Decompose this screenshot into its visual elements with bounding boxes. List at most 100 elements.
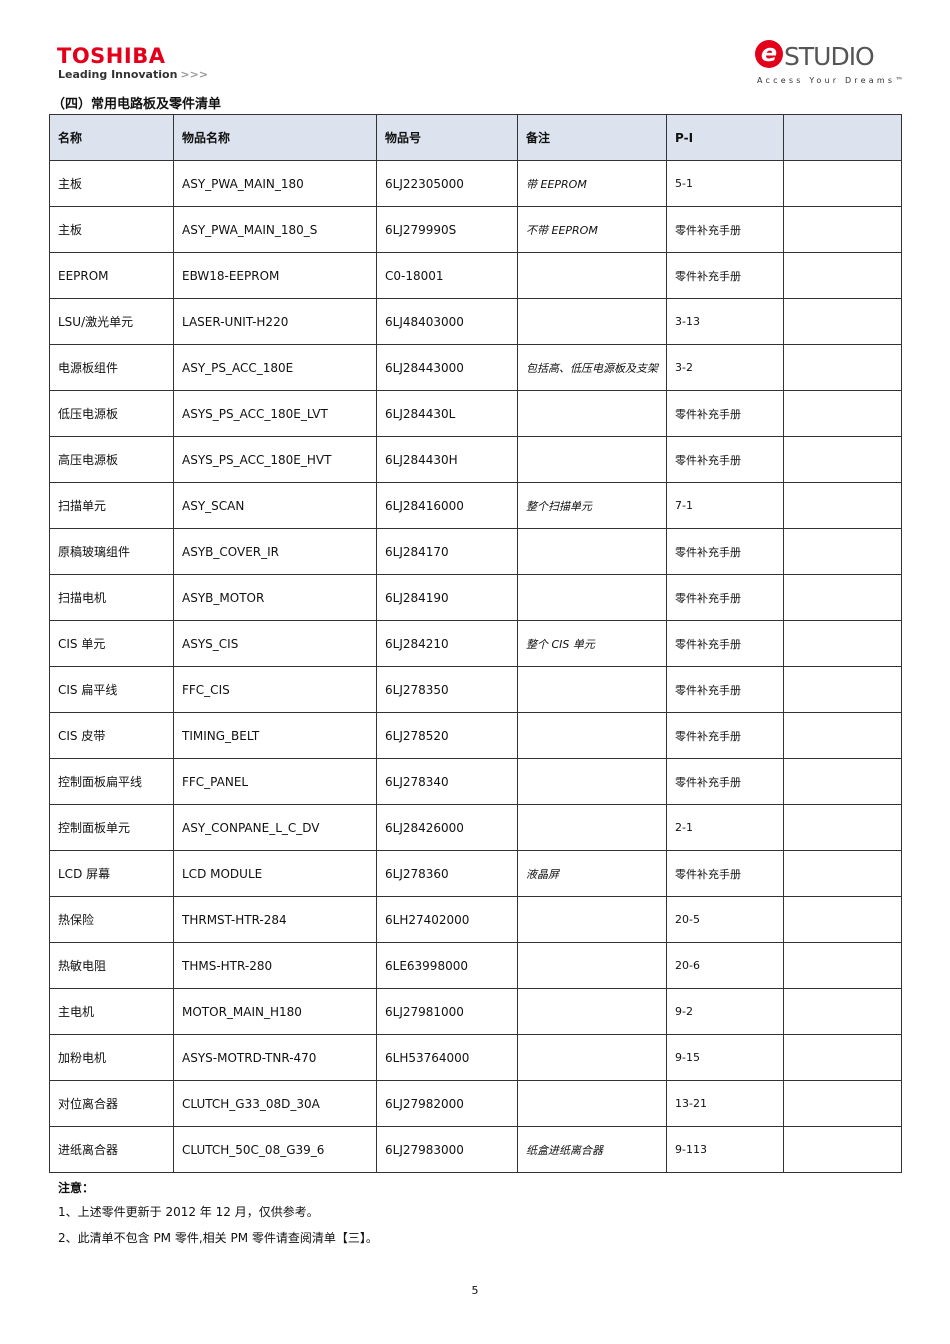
cell: 主电机 xyxy=(49,988,174,1035)
cell: 6LH53764000 xyxy=(376,1034,518,1081)
cell: 6LJ284190 xyxy=(376,574,518,621)
cell: 9-2 xyxy=(666,988,784,1035)
cell: 对位离合器 xyxy=(49,1080,174,1127)
cell: 9-113 xyxy=(666,1126,784,1173)
header-cell: 名称 xyxy=(49,114,174,161)
header-row: 名称 物品名称 物品号 备注 P-I xyxy=(49,114,902,161)
cell: 13-21 xyxy=(666,1080,784,1127)
cell xyxy=(783,850,902,897)
cell: 6LJ28416000 xyxy=(376,482,518,529)
cell: 液晶屏 xyxy=(517,850,667,897)
cell: 6LJ28426000 xyxy=(376,804,518,851)
cell: 扫描单元 xyxy=(49,482,174,529)
cell xyxy=(783,804,902,851)
cell xyxy=(783,942,902,989)
cell: 零件补充手册 xyxy=(666,574,784,621)
cell xyxy=(783,1080,902,1127)
table-row: 扫描单元 ASY_SCAN 6LJ28416000 整个扫描单元 7-1 xyxy=(49,482,902,529)
cell: 6LJ278340 xyxy=(376,758,518,805)
table-row: 主板 ASY_PWA_MAIN_180_S 6LJ279990S 不带 EEPROM 零… xyxy=(49,206,902,253)
cell: ASYS_PS_ACC_180E_LVT xyxy=(173,390,377,437)
brand: STUDIO xyxy=(784,42,875,71)
tagline-text: Leading Innovation xyxy=(58,68,178,81)
cell: 9-15 xyxy=(666,1034,784,1081)
cell: 零件补充手册 xyxy=(666,666,784,713)
header-cell: 物品号 xyxy=(376,114,518,161)
cell: 20-6 xyxy=(666,942,784,989)
cell: 6LE63998000 xyxy=(376,942,518,989)
cell: CLUTCH_50C_08_G39_6 xyxy=(173,1126,377,1173)
cell: THRMST-HTR-284 xyxy=(173,896,377,943)
cell xyxy=(783,436,902,483)
header-cell xyxy=(783,114,902,161)
cell: EBW18-EEPROM xyxy=(173,252,377,299)
table-row: CIS 皮带 TIMING_BELT 6LJ278520 零件补充手册 xyxy=(49,712,902,759)
cell xyxy=(517,528,667,575)
table-row: 控制面板扁平线 FFC_PANEL 6LJ278340 零件补充手册 xyxy=(49,758,902,805)
cell: ASY_PWA_MAIN_180 xyxy=(173,160,377,207)
cell: 6LJ278350 xyxy=(376,666,518,713)
cell xyxy=(517,390,667,437)
cell xyxy=(517,574,667,621)
cell: 零件补充手册 xyxy=(666,620,784,667)
cell: 主板 xyxy=(49,206,174,253)
table-row: EEPROM EBW18-EEPROM C0-18001 零件补充手册 xyxy=(49,252,902,299)
cell xyxy=(783,528,902,575)
cell: 电源板组件 xyxy=(49,344,174,391)
cell: 包括高、低压电源板及支架 xyxy=(517,344,667,391)
cell: 纸盒进纸离合器 xyxy=(517,1126,667,1173)
cell: TIMING_BELT xyxy=(173,712,377,759)
page-number: 5 xyxy=(471,1284,479,1297)
cell xyxy=(783,344,902,391)
cell: 低压电源板 xyxy=(49,390,174,437)
header-cell: 备注 xyxy=(517,114,667,161)
cell: FFC_PANEL xyxy=(173,758,377,805)
cell xyxy=(517,712,667,759)
cell xyxy=(517,1034,667,1081)
cell: 控制面板扁平线 xyxy=(49,758,174,805)
cell: ASY_PS_ACC_180E xyxy=(173,344,377,391)
cell xyxy=(783,160,902,207)
cell: THMS-HTR-280 xyxy=(173,942,377,989)
cell: 零件补充手册 xyxy=(666,436,784,483)
cell: ASYB_MOTOR xyxy=(173,574,377,621)
cell xyxy=(783,620,902,667)
cell: 6LJ28443000 xyxy=(376,344,518,391)
cell xyxy=(783,298,902,345)
cell: 高压电源板 xyxy=(49,436,174,483)
table-row: CIS 单元 ASYS_CIS 6LJ284210 整个 CIS 单元 零件补充手册 xyxy=(49,620,902,667)
cell: 热保险 xyxy=(49,896,174,943)
cell xyxy=(783,206,902,253)
tagline: Leading Innovation >>> xyxy=(58,68,208,81)
cell: 带 EEPROM xyxy=(517,160,667,207)
table-row: 高压电源板 ASYS_PS_ACC_180E_HVT 6LJ284430H 零件补充手… xyxy=(49,436,902,483)
cell xyxy=(517,666,667,713)
note: 1、上述零件更新于 2012 年 12 月，仅供参考。 xyxy=(58,1205,319,1219)
cell: 进纸离合器 xyxy=(49,1126,174,1173)
cell xyxy=(517,942,667,989)
table-row: LCD 屏幕 LCD MODULE 6LJ278360 液晶屏 零件补充手册 xyxy=(49,850,902,897)
cell: 20-5 xyxy=(666,896,784,943)
table-row: 主板 ASY_PWA_MAIN_180 6LJ22305000 带 EEPROM 5-1 xyxy=(49,160,902,207)
cell: 6LJ279990S xyxy=(376,206,518,253)
cell: LCD MODULE xyxy=(173,850,377,897)
cell xyxy=(517,804,667,851)
cell: 5-1 xyxy=(666,160,784,207)
cell: LASER-UNIT-H220 xyxy=(173,298,377,345)
cell: 热敏电阻 xyxy=(49,942,174,989)
table-row: 控制面板单元 ASY_CONPANE_L_C_DV 6LJ28426000 2-1 xyxy=(49,804,902,851)
chevrons: >>> xyxy=(180,68,209,81)
cell: 扫描电机 xyxy=(49,574,174,621)
cell: 不带 EEPROM xyxy=(517,206,667,253)
cell: 6LJ278360 xyxy=(376,850,518,897)
table-row: 加粉电机 ASYS-MOTRD-TNR-470 6LH53764000 9-15 xyxy=(49,1034,902,1081)
cell: 7-1 xyxy=(666,482,784,529)
cell: 6LJ284210 xyxy=(376,620,518,667)
table-row: 进纸离合器 CLUTCH_50C_08_G39_6 6LJ27983000 纸盒进纸离… xyxy=(49,1126,902,1173)
table-row: 低压电源板 ASYS_PS_ACC_180E_LVT 6LJ284430L 零件补充手… xyxy=(49,390,902,437)
cell: CIS 扁平线 xyxy=(49,666,174,713)
parts-table: 名称 物品名称 物品号 备注 P-I 主板 ASY_PWA_MAIN_180 6LJ2230… xyxy=(49,114,902,1173)
table-row: 原稿玻璃组件 ASYB_COVER_IR 6LJ284170 零件补充手册 xyxy=(49,528,902,575)
cell: ASYS_PS_ACC_180E_HVT xyxy=(173,436,377,483)
cell: 3-13 xyxy=(666,298,784,345)
